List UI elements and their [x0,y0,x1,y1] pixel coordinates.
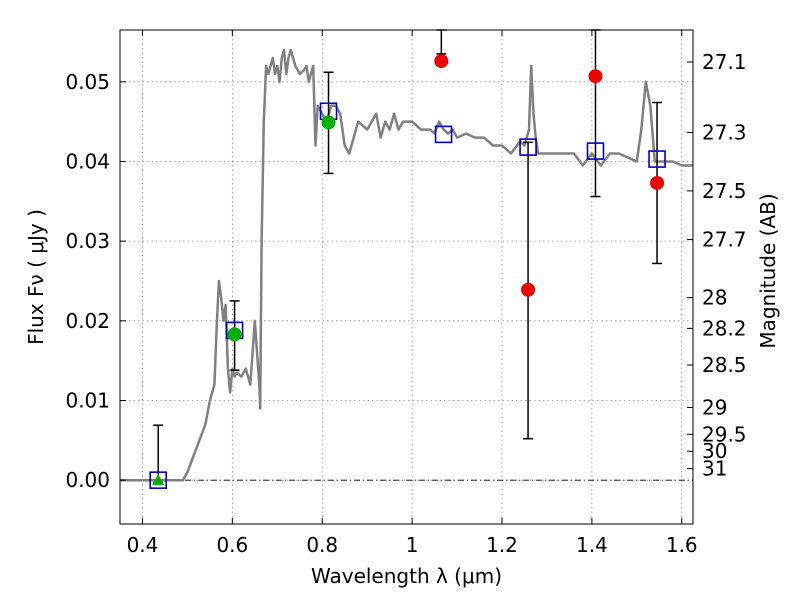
y2-tick-label: 30 [702,439,727,463]
y-tick-label: 0.05 [65,70,110,94]
green-data-point [321,115,336,130]
error-bars [153,29,663,484]
model-band-square [149,471,167,489]
y2-axis-label: Magnitude (AB) [756,193,780,348]
green-data-point [227,327,242,342]
red-data-point [650,175,665,190]
observed-points [152,54,665,486]
x-axis-label: Wavelength λ (μm) [311,564,502,588]
y-axis-ticks: 0.00 0.01 0.02 0.03 0.04 0.05 [65,70,126,492]
plot-frame [119,29,694,525]
x-tick-label: 1.4 [576,533,608,557]
model-spectrum-line [120,48,693,482]
y-tick-label: 0.04 [65,149,110,173]
green-upper-limit-triangle [152,474,165,486]
y2-tick-label: 31 [702,457,727,481]
y-tick-label: 0.00 [65,468,110,492]
y2-tick-label: 28.2 [702,316,747,340]
y-axis-label: Flux Fν ( μJy ) [24,209,48,345]
y2-tick-label: 27.3 [702,120,747,144]
y-tick-label: 0.02 [65,309,110,333]
y2-tick-label: 29.5 [702,422,747,446]
grid-lines [120,30,693,524]
model-band-square [434,125,453,144]
x-tick-label: 0.4 [127,533,159,557]
y-tick-label: 0.03 [65,229,110,253]
red-data-point [521,282,536,297]
y2-tick-label: 27.1 [702,50,747,74]
x-tick-label: 1 [406,533,419,557]
y2-tick-label: 27.7 [702,228,747,252]
y2-tick-label: 29 [702,396,727,420]
y2-tick-label: 28 [702,286,727,310]
x-axis-ticks: 0.4 0.6 0.8 1 1.2 1.4 1.6 [127,30,698,557]
y2-tick-label: 27.5 [702,179,747,203]
model-band-square [586,142,605,160]
model-band-square [519,138,537,156]
x-tick-label: 1.2 [486,533,518,557]
x-tick-label: 0.6 [216,533,248,557]
y-tick-label: 0.01 [65,389,110,413]
x-tick-label: 1.6 [666,533,698,557]
model-band-square [648,150,666,168]
red-data-point [434,54,449,69]
red-data-point [588,69,603,84]
y2-tick-label: 28.5 [702,353,747,377]
x-tick-label: 0.8 [306,533,338,557]
